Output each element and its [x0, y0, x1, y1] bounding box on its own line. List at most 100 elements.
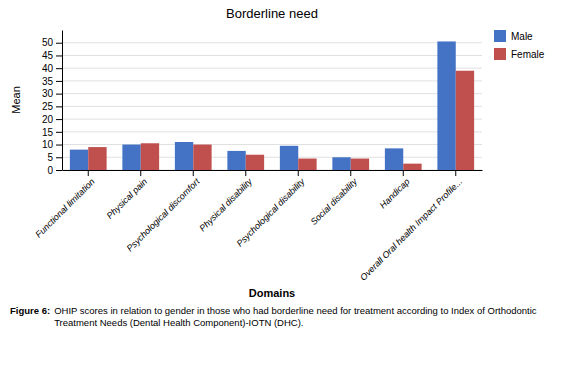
legend-label: Female: [511, 49, 545, 60]
bar: [456, 71, 474, 170]
x-tick-mark: [193, 170, 194, 176]
grid-line: [62, 106, 482, 107]
x-tick-label: Psychological discomfort: [125, 176, 202, 253]
y-tick-label: 20: [42, 114, 54, 125]
x-tick: Psychological disability: [235, 170, 308, 249]
y-tick: 35: [42, 76, 62, 87]
y-tick-label: 35: [42, 76, 54, 87]
bar: [385, 148, 403, 170]
x-tick: Physical disability: [197, 170, 254, 233]
y-tick: 15: [42, 127, 62, 138]
y-tick: 45: [42, 50, 62, 61]
bar: [141, 143, 159, 170]
chart-svg: 05101520253035404550Functional limitatio…: [0, 0, 564, 386]
grid-line: [62, 55, 482, 56]
x-tick-mark: [88, 170, 89, 176]
y-tick-mark: [56, 132, 62, 133]
bar: [88, 147, 106, 170]
bar: [122, 145, 140, 170]
y-tick-label: 15: [42, 127, 54, 138]
y-tick: 20: [42, 114, 62, 125]
y-tick-mark: [56, 94, 62, 95]
x-tick-label: Overall Oral health Impact Profile...: [358, 176, 464, 282]
y-tick-label: 10: [42, 139, 54, 150]
bar: [280, 146, 298, 170]
bar: [403, 164, 421, 170]
y-tick-mark: [56, 68, 62, 69]
caption-text: OHIP scores in relation to gender in tho…: [54, 305, 537, 329]
y-tick-label: 5: [47, 152, 53, 163]
bar: [437, 41, 455, 170]
x-tick: Overall Oral health Impact Profile...: [358, 170, 464, 283]
y-tick-label: 45: [42, 50, 54, 61]
series-1: [88, 71, 474, 170]
legend-item: Female: [494, 48, 545, 60]
bar: [332, 157, 350, 170]
legend-label: Male: [511, 31, 533, 42]
grid-line: [62, 80, 482, 81]
bars: [70, 41, 474, 170]
y-tick-mark: [56, 145, 62, 146]
bar: [351, 159, 369, 170]
bar: [246, 155, 264, 170]
series-0: [70, 41, 456, 170]
y-tick: 40: [42, 63, 62, 74]
y-tick-mark: [56, 81, 62, 82]
y-tick-mark: [56, 106, 62, 107]
y-tick-label: 30: [42, 88, 54, 99]
y-tick-mark: [56, 119, 62, 120]
grid-line: [62, 93, 482, 94]
x-tick: Handicap: [378, 170, 412, 210]
x-axis-title: Domains: [249, 287, 295, 299]
grid-line: [62, 68, 482, 69]
x-tick-mark: [245, 170, 246, 176]
legend-swatch: [494, 30, 506, 42]
x-tick-mark: [350, 170, 351, 176]
y-tick: 30: [42, 88, 62, 99]
bar: [175, 142, 193, 170]
chart-container: 05101520253035404550Functional limitatio…: [0, 0, 564, 386]
caption-line: Treatment Needs (Dental Health Component…: [54, 317, 303, 328]
x-tick-label: Social disability: [309, 176, 360, 227]
x-axis-line: [63, 170, 483, 171]
y-axis-title: Mean: [10, 86, 22, 114]
y-axis: 05101520253035404550: [42, 31, 63, 176]
x-tick-label: Psychological disability: [235, 176, 308, 249]
x-tick-mark: [455, 170, 456, 176]
grid: [62, 43, 482, 170]
caption-line: OHIP scores in relation to gender in tho…: [54, 305, 537, 316]
x-tick: Physical pain: [105, 170, 150, 221]
bar: [298, 159, 316, 170]
x-axis: Functional limitationPhysical painPsycho…: [33, 170, 482, 283]
y-tick: 25: [42, 101, 62, 112]
y-tick: 5: [47, 152, 62, 163]
x-tick-label: Handicap: [378, 176, 412, 210]
bar: [70, 150, 88, 170]
x-tick-mark: [403, 170, 404, 176]
x-tick-mark: [140, 170, 141, 176]
title: Borderline need: [226, 6, 318, 21]
y-tick: 0: [47, 165, 62, 176]
x-tick: Psychological discomfort: [125, 170, 202, 254]
legend-item: Male: [494, 30, 533, 42]
legend-swatch: [494, 48, 506, 60]
legend: Male Female: [494, 30, 545, 60]
x-tick: Social disability: [309, 170, 360, 227]
plot: 05101520253035404550Functional limitatio…: [33, 31, 482, 283]
caption-label: Figure 6:: [10, 305, 50, 316]
bar: [227, 151, 245, 170]
x-tick: Functional limitation: [33, 170, 96, 240]
x-tick-label: Physical disability: [197, 176, 254, 233]
bar: [193, 145, 211, 170]
grid-line: [62, 42, 482, 43]
y-tick-mark: [56, 55, 62, 56]
x-tick-label: Physical pain: [105, 176, 150, 221]
y-tick-mark: [56, 157, 62, 158]
grid-line: [62, 119, 482, 120]
y-axis-line: [62, 31, 63, 171]
y-tick: 50: [42, 37, 62, 48]
y-tick-mark: [56, 43, 62, 44]
y-tick-label: 0: [47, 165, 53, 176]
y-tick-label: 25: [42, 101, 54, 112]
y-tick-label: 50: [42, 37, 54, 48]
